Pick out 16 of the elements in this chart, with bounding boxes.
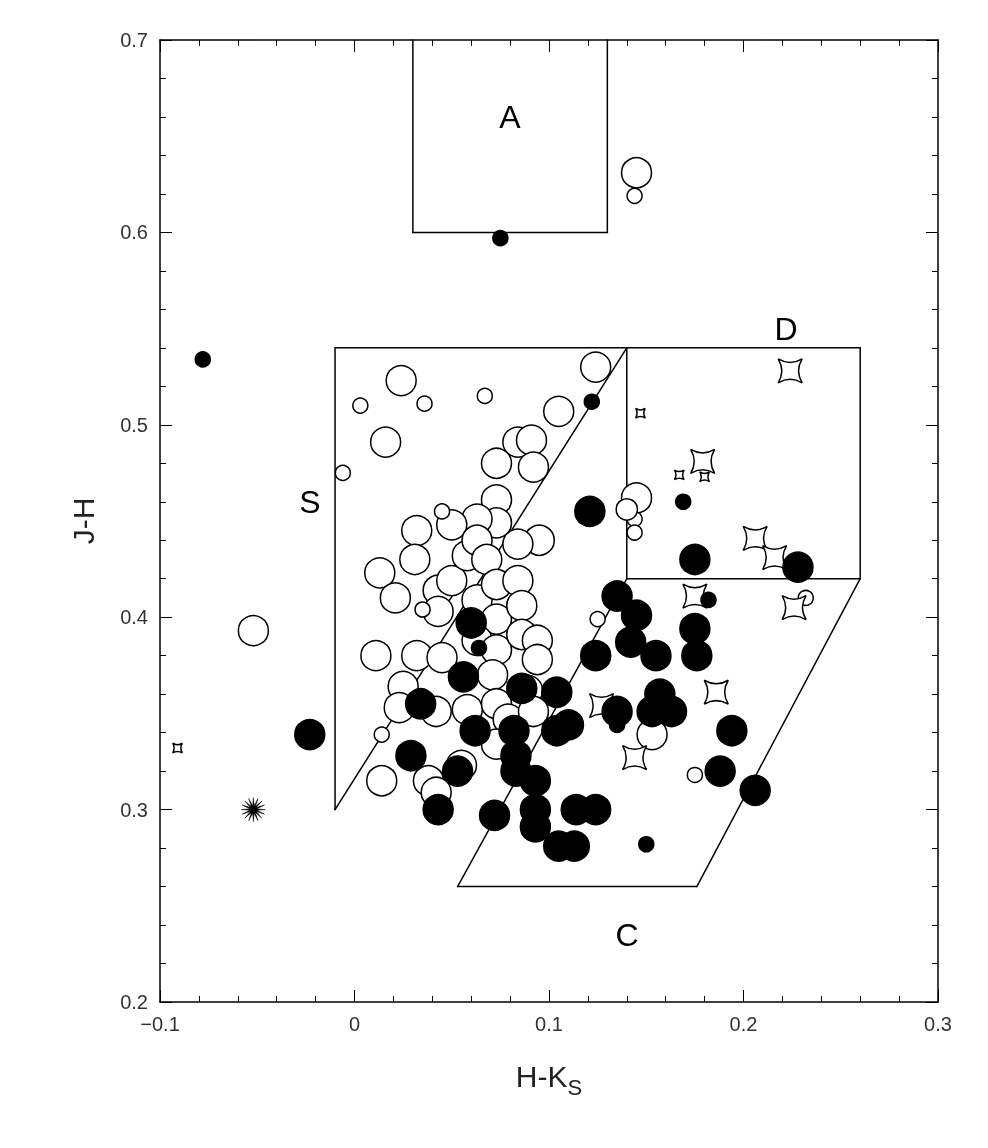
y-tick-label: 0.4 <box>120 606 148 629</box>
y-axis-title: J-H <box>66 497 100 545</box>
y-tick-label: 0.5 <box>120 413 148 436</box>
annotation: S <box>299 484 321 520</box>
x-tick-label: 0 <box>348 1013 361 1035</box>
y-tick-label: 0.3 <box>120 798 148 821</box>
y-tick-label: 0.2 <box>120 991 148 1013</box>
y-tick-label: 0.6 <box>120 221 148 244</box>
x-tick-label: 0.3 <box>924 1013 952 1035</box>
x-tick-label: 0.1 <box>535 1013 563 1035</box>
annotation: A <box>499 99 522 135</box>
y-tick-label: 0.7 <box>120 29 148 51</box>
x-tick-label: 0.2 <box>729 1013 758 1035</box>
annotation: C <box>615 917 639 953</box>
x-tick-label: −0.1 <box>140 1013 180 1035</box>
annotation: D <box>774 311 798 347</box>
